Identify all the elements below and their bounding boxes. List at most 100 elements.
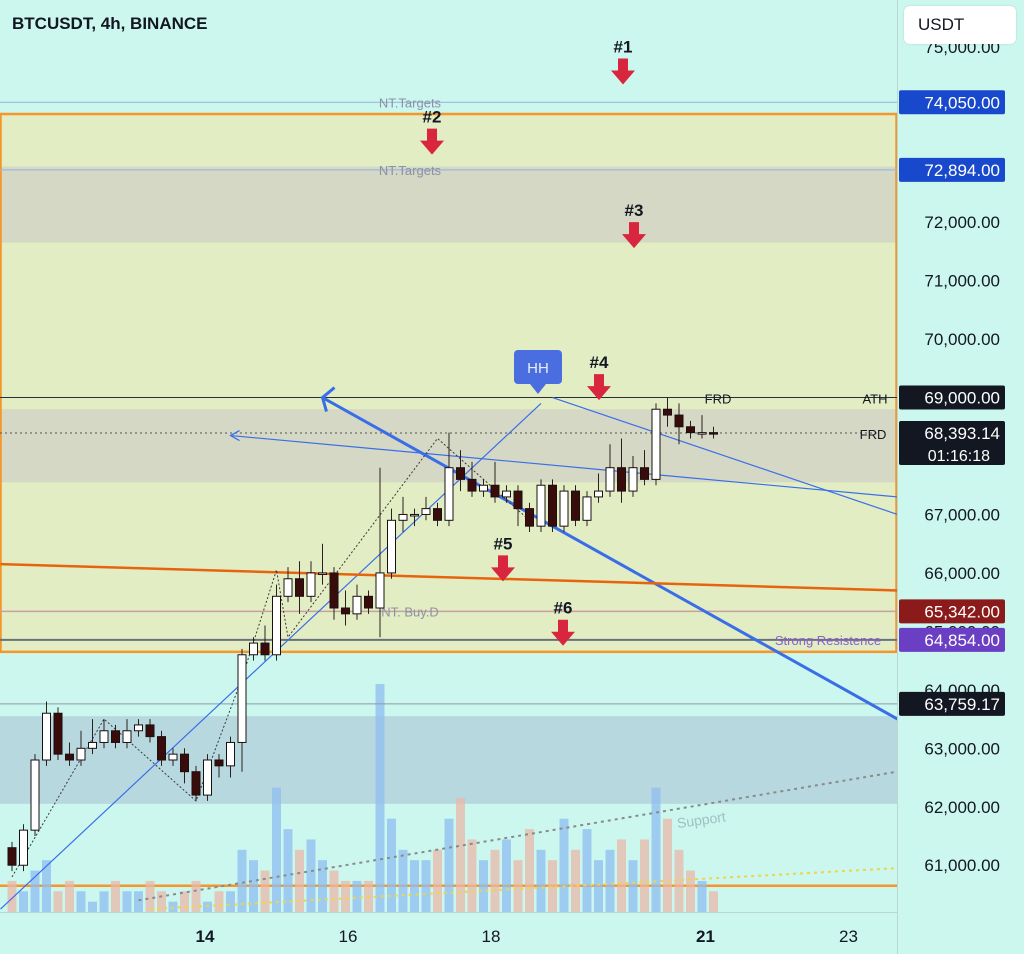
price-badge — [899, 421, 1005, 466]
trend-line — [321, 396, 899, 721]
volume-bar — [697, 880, 707, 912]
volume-bar — [651, 787, 661, 912]
target-arrow-label: #6 — [554, 599, 573, 618]
volume-bar — [513, 860, 523, 912]
level-label: NT.Targets — [379, 163, 442, 178]
volume-bar — [237, 849, 247, 912]
volume-bar — [65, 880, 74, 912]
price-badge-label: 68,393.14 — [924, 424, 1000, 443]
candle-body — [421, 508, 431, 515]
y-tick-label: 71,000.00 — [924, 272, 1000, 291]
candle-body — [145, 724, 155, 738]
trend-line — [230, 434, 898, 498]
volume-bar — [122, 891, 132, 912]
candle-body — [513, 490, 523, 510]
candle-body — [709, 432, 718, 435]
candle-body — [352, 595, 362, 615]
candle-body — [122, 730, 132, 743]
volume-bar — [433, 849, 442, 912]
candle-body — [157, 736, 166, 761]
candle-body — [617, 467, 626, 492]
volume-bar — [180, 891, 189, 912]
level-label: ATH — [862, 392, 887, 407]
price-badge — [899, 691, 1005, 716]
candle-body — [295, 578, 304, 597]
volume-bar — [295, 849, 304, 912]
volume-bar — [456, 798, 465, 912]
candle-body — [375, 572, 385, 609]
candle-body — [444, 467, 454, 521]
y-tick-label: 62,000.00 — [924, 798, 1000, 817]
candle-body — [536, 484, 546, 527]
level-label-frd: FRD — [705, 392, 732, 407]
candle-body — [502, 490, 511, 498]
candle-body — [582, 496, 592, 521]
volume-bar — [709, 891, 718, 912]
volume-bar — [318, 860, 327, 912]
zigzag-line — [11, 437, 530, 878]
candle-body — [387, 519, 396, 574]
candle-body — [456, 467, 465, 480]
candle-body — [559, 490, 569, 527]
volume-bar — [594, 860, 603, 912]
down-arrow-icon — [587, 374, 611, 401]
candle-body — [237, 654, 247, 743]
candle-body — [249, 642, 258, 656]
candle-body — [111, 730, 120, 743]
dotted-trend-line — [149, 867, 898, 911]
volume-bar — [617, 839, 626, 912]
candle-body — [214, 759, 224, 767]
volume-bar — [249, 860, 258, 912]
volume-bar — [398, 849, 408, 912]
volume-bar — [479, 860, 488, 912]
x-tick-label: 14 — [196, 927, 215, 946]
candle-body — [65, 753, 74, 761]
volume-bar — [375, 684, 385, 912]
price-badge-label: 64,854.00 — [924, 631, 1000, 650]
volume-bar — [214, 891, 224, 912]
price-badge-label: 72,894.00 — [924, 161, 1000, 180]
volume-bar — [19, 891, 28, 912]
candle-body — [134, 724, 143, 732]
volume-bar — [686, 870, 695, 912]
price-badge — [899, 385, 1005, 410]
candle-body — [490, 484, 500, 498]
price-zone — [0, 166, 897, 243]
hh-callout-pointer — [530, 384, 546, 394]
currency-selector[interactable]: USDT — [904, 6, 1016, 44]
candle-body — [605, 467, 615, 492]
candle-body — [398, 513, 408, 521]
price-badge-label: 69,000.00 — [924, 389, 1000, 408]
candle-body — [19, 829, 28, 866]
candle-body — [640, 467, 649, 480]
volume-bar — [88, 901, 97, 912]
candle-body — [30, 759, 40, 831]
candle-body — [318, 572, 327, 575]
candle-body — [53, 712, 63, 755]
volume-bar — [134, 891, 143, 912]
candle-body — [203, 759, 212, 796]
candle-body — [226, 741, 235, 767]
candle-body — [260, 642, 270, 656]
candle-body — [410, 513, 419, 517]
volume-bar — [191, 880, 201, 912]
volume-bar — [145, 880, 155, 912]
candle-body — [686, 426, 695, 434]
candle-body — [697, 432, 707, 435]
price-badge-label: 74,050.00 — [924, 93, 1000, 112]
trend-arrow-head — [320, 386, 336, 412]
volume-bar — [628, 860, 638, 912]
volume-bar — [157, 891, 166, 912]
candle-body — [525, 508, 534, 527]
volume-bar — [283, 829, 293, 912]
candle-body — [191, 771, 201, 796]
down-arrow-icon — [622, 222, 646, 249]
x-tick-label: 23 — [839, 927, 858, 946]
volume-bar — [76, 891, 86, 912]
volume-bar — [571, 849, 580, 912]
candle-body — [479, 484, 488, 492]
candle-body — [88, 741, 97, 749]
level-label: NT. Buy.D — [381, 604, 439, 619]
